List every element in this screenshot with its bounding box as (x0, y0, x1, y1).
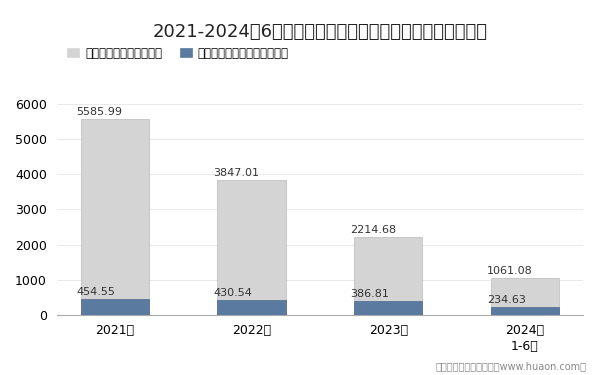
Text: 2214.68: 2214.68 (350, 225, 396, 235)
Legend: 商品房销售面积（万㎡）, 商品房现房销售面积（万㎡）: 商品房销售面积（万㎡）, 商品房现房销售面积（万㎡） (63, 42, 293, 64)
Text: 制图：华经产业研究院（www.huaon.com）: 制图：华经产业研究院（www.huaon.com） (435, 361, 586, 371)
Bar (491, 306, 559, 315)
Bar (81, 299, 149, 315)
Text: 454.55: 454.55 (77, 287, 115, 297)
Bar (81, 118, 149, 315)
Bar (217, 180, 286, 315)
Text: 386.81: 386.81 (350, 290, 389, 299)
Bar (217, 300, 286, 315)
Text: 234.63: 234.63 (487, 295, 526, 305)
Title: 2021-2024年6月贵州省房地产商品房及商品房现房销售面积: 2021-2024年6月贵州省房地产商品房及商品房现房销售面积 (152, 22, 487, 40)
Text: 430.54: 430.54 (213, 288, 252, 298)
Text: 5585.99: 5585.99 (77, 107, 123, 117)
Text: 3847.01: 3847.01 (213, 168, 260, 178)
Text: 1061.08: 1061.08 (487, 266, 532, 276)
Bar (354, 237, 422, 315)
Bar (354, 301, 422, 315)
Bar (491, 278, 559, 315)
